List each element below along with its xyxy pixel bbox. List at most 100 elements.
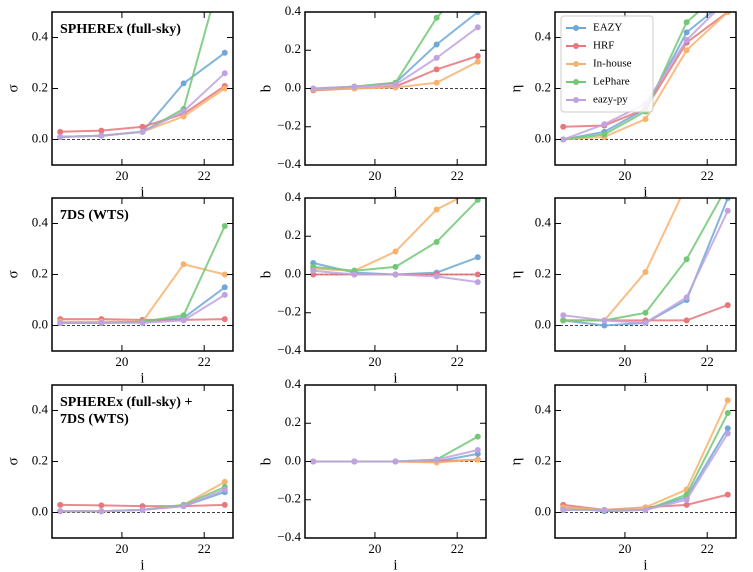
y-axis-label: b [258,458,274,466]
data-point [601,121,608,128]
data-point [392,81,399,88]
data-point [683,496,690,503]
data-point [433,66,440,73]
x-tick-label: 22 [451,541,464,556]
data-point [474,456,481,463]
y-tick-label: 0.0 [535,130,551,145]
data-point [724,207,731,214]
legend-box [560,15,654,113]
legend-label: eazy-py [593,94,628,106]
x-tick-label: 20 [115,541,128,556]
y-axis-label: σ [5,84,21,92]
data-point [221,501,228,508]
data-point [642,309,649,316]
legend-marker [573,61,579,67]
data-point [433,14,440,21]
x-axis-label: i [393,557,397,572]
series-line [60,263,226,323]
panel-title: 7DS (WTS) [60,208,129,223]
data-point [433,41,440,48]
data-point [433,456,440,463]
x-tick-label: 22 [451,354,464,369]
x-axis-label: i [140,370,144,386]
data-point [351,83,358,90]
x-axis-label: i [643,370,647,386]
plot-area [52,12,233,140]
x-tick-label: 20 [368,354,381,369]
data-point [180,317,187,324]
x-axis-label: i [643,184,647,200]
data-point [98,132,105,139]
data-point [57,501,64,508]
legend-label: In-house [593,58,632,70]
panel-title: SPHEREx (full-sky) + [60,395,192,410]
data-point [139,319,146,326]
data-point [221,85,228,92]
series-line [313,26,479,90]
y-axis-label: b [258,85,274,93]
x-axis-label: i [140,557,144,572]
data-point [642,506,649,513]
y-tick-label: 0.4 [32,214,49,229]
data-point [180,503,187,510]
x-tick-label: 22 [701,541,714,556]
data-point [392,271,399,278]
series-line [60,225,226,324]
plot-area [52,223,233,326]
data-point [392,263,399,270]
panel: 0.0 0.2 0.4 20 22 i σ SPHEREx (full-sky) + 7DS (… [5,384,234,572]
x-tick-label: 20 [115,354,128,369]
legend: EAZY HRF In-house LePhare eazy-py [560,15,654,113]
x-tick-label: 20 [115,168,128,183]
plot-area [305,433,486,466]
data-point [139,123,146,130]
data-point [683,317,690,324]
plot-area [555,397,736,515]
x-tick-label: 22 [198,354,211,369]
y-tick-label: 0.2 [32,265,48,280]
data-point [642,268,649,275]
data-point [474,24,481,31]
panel: 0.0 0.2 0.4 20 22 i η EAZY HRF In-house LePhare eaz… [508,0,737,200]
data-point [474,52,481,59]
data-point [392,248,399,255]
y-tick-label: 0.0 [32,130,48,145]
series-line [563,399,729,511]
y-axis-label: η [508,457,524,465]
series-line [313,12,479,91]
data-point [310,458,317,465]
y-tick-label: 0.2 [535,452,551,467]
panel: 0.0 0.2 0.4 20 22 i η [508,384,737,572]
y-tick-label: 0.4 [535,401,552,416]
data-point [724,491,731,498]
data-point [725,0,731,2]
data-point [351,271,358,278]
data-point [642,116,649,123]
legend-label: LePhare [593,76,630,88]
data-point [433,238,440,245]
x-axis-label: i [393,370,397,386]
data-point [560,312,567,319]
x-tick-label: 22 [198,541,211,556]
y-tick-label: 0.4 [285,189,302,204]
plot-area [52,478,233,515]
data-point [433,54,440,61]
data-point [221,271,228,278]
y-tick-label: 0.2 [285,41,301,56]
data-point [392,458,399,465]
data-point [684,182,690,188]
panel: 0.0 0.2 0.4 20 22 i η [508,170,737,386]
y-tick-label: 0.2 [32,452,48,467]
data-point [351,458,358,465]
y-tick-label: 0.4 [285,376,302,391]
x-tick-label: 20 [368,168,381,183]
data-point [725,170,731,176]
panel-title: SPHEREx (full-sky) [60,22,181,37]
panel: −0.4 −0.2 0.0 0.2 0.4 20 22 i b [258,376,487,572]
plot-area [555,170,736,329]
y-tick-label: 0.0 [285,452,301,467]
data-point [180,80,187,87]
data-point [310,267,317,274]
x-tick-label: 20 [618,541,631,556]
